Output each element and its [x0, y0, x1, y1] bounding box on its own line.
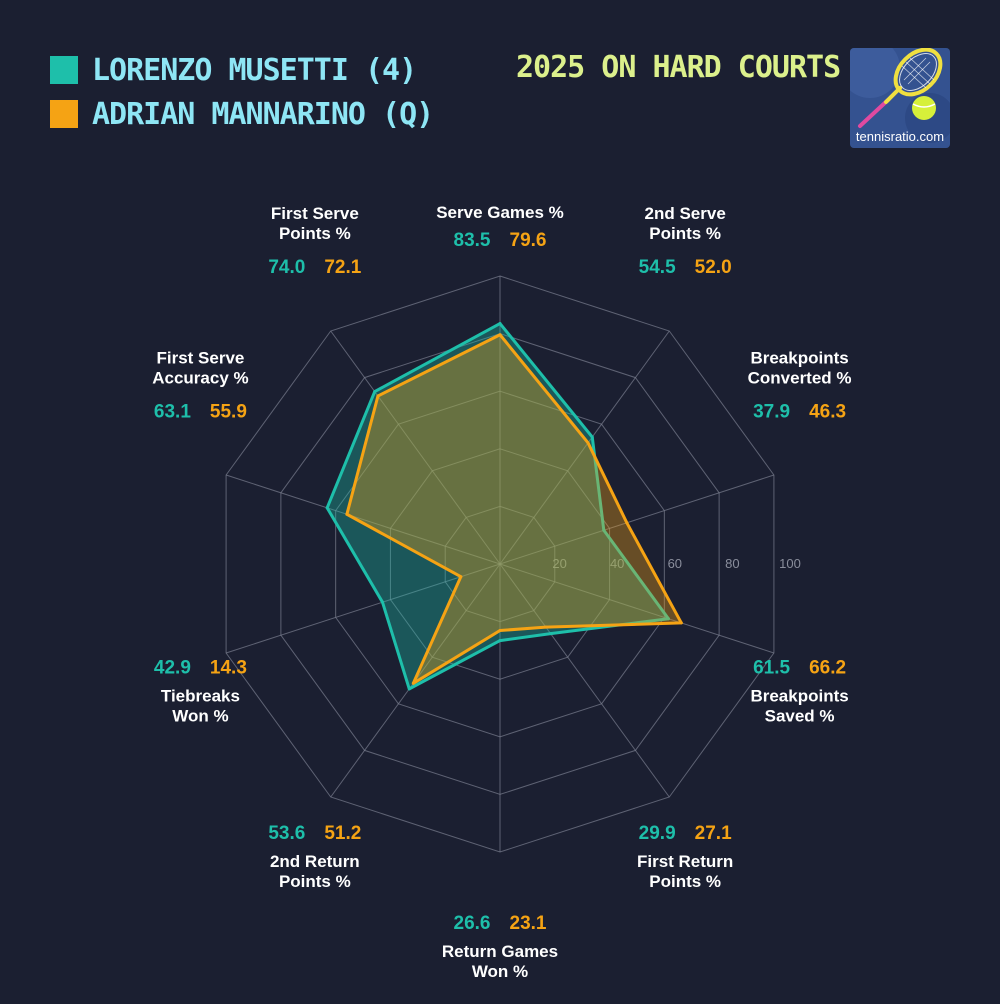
grid-spoke-9 — [330, 330, 501, 565]
tick-label-100: 100 — [779, 556, 801, 571]
value-label-1-8: 63.1 — [154, 402, 191, 423]
axis-label-1-line-1: Points % — [649, 224, 721, 243]
legend-item-player2: ADRIAN MANNARINO (Q) — [50, 94, 434, 134]
data-point-2-2 — [625, 521, 629, 525]
data-point-1-1 — [590, 435, 594, 439]
data-point-2-7 — [459, 575, 463, 579]
value-label-2-7: 14.3 — [210, 657, 247, 678]
legend-label-player2: ADRIAN MANNARINO (Q) — [92, 96, 434, 132]
data-point-2-6 — [411, 681, 415, 685]
axis-label-8-line-0: First Serve — [156, 349, 244, 368]
legend: LORENZO MUSETTI (4) ADRIAN MANNARINO (Q) — [50, 50, 434, 138]
data-point-1-7 — [380, 600, 384, 604]
legend-swatch-player2 — [50, 100, 78, 128]
chart-title: 2025 ON HARD COURTS — [516, 50, 841, 85]
axis-label-4-line-1: Points % — [649, 872, 721, 891]
value-label-2-4: 27.1 — [695, 823, 732, 844]
axis-label-6-line-1: Points % — [279, 872, 351, 891]
data-point-1-5 — [498, 639, 502, 643]
data-point-2-9 — [376, 394, 380, 398]
grid-spoke-8 — [225, 474, 501, 565]
value-label-1-1: 54.5 — [639, 257, 676, 278]
value-label-2-5: 23.1 — [510, 913, 547, 934]
data-point-1-8 — [325, 506, 329, 510]
grid-spoke-7 — [225, 563, 501, 654]
value-label-2-8: 55.9 — [210, 402, 247, 423]
value-label-2-6: 51.2 — [324, 823, 361, 844]
value-label-1-7: 42.9 — [154, 657, 191, 678]
grid-spoke-2 — [499, 474, 775, 565]
axis-label-5-line-1: Won % — [472, 962, 528, 981]
axis-label-7-line-1: Won % — [172, 706, 228, 725]
axis-label-6-line-0: 2nd Return — [270, 852, 360, 871]
legend-item-player1: LORENZO MUSETTI (4) — [50, 50, 433, 90]
data-point-2-1 — [586, 441, 590, 445]
data-point-2-0 — [498, 333, 502, 337]
axis-label-2-line-0: Breakpoints — [750, 349, 848, 368]
value-label-2-9: 72.1 — [324, 257, 361, 278]
value-label-1-3: 61.5 — [753, 657, 790, 678]
axis-label-2-line-1: Converted % — [748, 369, 852, 388]
tick-label-20: 20 — [552, 556, 566, 571]
axis-label-1-line-0: 2nd Serve — [645, 204, 726, 223]
axis-label-3-line-0: Breakpoints — [750, 686, 848, 705]
value-label-2-3: 66.2 — [809, 657, 846, 678]
value-label-2-0: 79.6 — [510, 230, 547, 251]
axis-label-4-line-0: First Return — [637, 852, 733, 871]
data-point-1-2 — [602, 528, 606, 532]
legend-swatch-player1 — [50, 56, 78, 84]
logo-text: tennisratio.com — [855, 129, 945, 144]
legend-label-player1: LORENZO MUSETTI (4) — [92, 52, 417, 88]
axis-label-9-line-1: Points % — [279, 224, 351, 243]
data-point-1-3 — [666, 617, 670, 621]
value-label-1-5: 26.6 — [454, 913, 491, 934]
axis-label-8-line-1: Accuracy % — [152, 369, 248, 388]
axis-label-0-line-0: Serve Games % — [436, 203, 564, 222]
data-point-1-4 — [549, 632, 553, 636]
tennis-racket-icon — [850, 48, 950, 148]
grid-spoke-3 — [499, 563, 775, 654]
grid-spoke-4 — [499, 563, 670, 798]
value-label-1-6: 53.6 — [268, 823, 305, 844]
value-label-1-9: 74.0 — [268, 257, 305, 278]
data-point-2-8 — [345, 512, 349, 516]
data-point-2-4 — [544, 625, 548, 629]
axis-label-5-line-0: Return Games — [442, 942, 558, 961]
value-label-1-2: 37.9 — [753, 402, 790, 423]
value-label-1-4: 29.9 — [639, 823, 676, 844]
data-point-1-0 — [498, 322, 502, 326]
tick-label-80: 80 — [725, 556, 739, 571]
tennisratio-logo[interactable]: tennisratio.com — [850, 48, 950, 148]
data-point-1-6 — [407, 687, 411, 691]
data-point-2-5 — [498, 629, 502, 633]
grid-spoke-1 — [499, 330, 670, 565]
value-label-2-2: 46.3 — [809, 402, 846, 423]
tick-label-60: 60 — [668, 556, 682, 571]
axis-label-3-line-1: Saved % — [765, 706, 835, 725]
tick-label-40: 40 — [610, 556, 624, 571]
axis-label-9-line-0: First Serve — [271, 204, 359, 223]
value-label-1-0: 83.5 — [454, 230, 491, 251]
data-point-2-3 — [679, 621, 683, 625]
value-label-2-1: 52.0 — [695, 257, 732, 278]
axis-label-7-line-0: Tiebreaks — [161, 686, 240, 705]
data-point-1-9 — [373, 390, 377, 394]
